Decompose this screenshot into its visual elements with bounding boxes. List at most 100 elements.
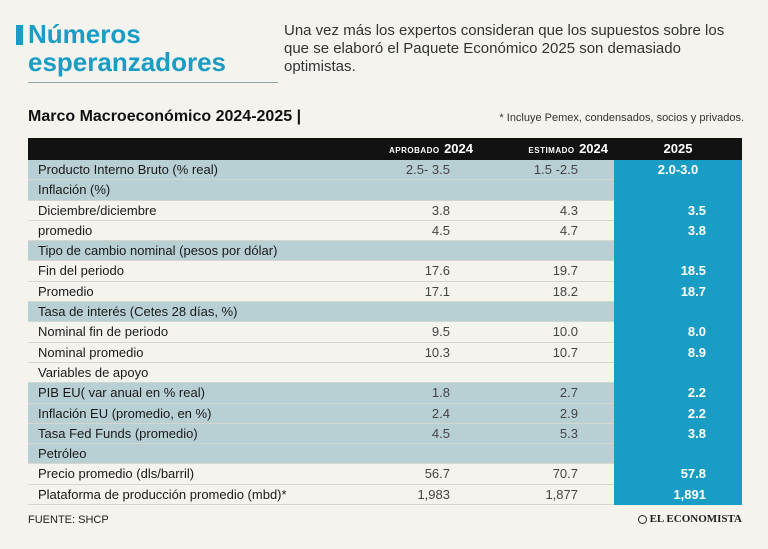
cell-aprobado-2024: 9.5 <box>431 324 450 340</box>
cell-estimado-2024: 5.3 <box>559 425 578 441</box>
table-header: APROBADO 2024 ESTIMADO 2024 2025 <box>28 138 742 160</box>
cell-2025: 18.7 <box>614 281 742 303</box>
cell-aprobado-2024: 17.6 <box>424 263 450 279</box>
cell-aprobado-2024: 2.5- 3.5 <box>405 162 450 177</box>
table-row: Plataforma de producción promedio (mbd)*… <box>28 484 742 506</box>
row-label: Nominal fin de periodo <box>38 324 169 340</box>
cell-2025: 3.5 <box>614 200 742 221</box>
row-label: Fin del periodo <box>38 263 124 279</box>
cell-aprobado-2024: 4.5 <box>431 425 450 441</box>
header-estimado-year: 2024 <box>579 141 608 156</box>
table-row: Promedio 17.1 18.2 18.7 <box>28 281 742 303</box>
cell-aprobado-2024: 1,983 <box>417 486 450 502</box>
table-row: Tasa de interés (Cetes 28 días, %) <box>28 302 742 323</box>
table-row: Tipo de cambio nominal (pesos por dólar) <box>28 241 742 262</box>
section-note: * Incluye Pemex, condensados, socios y p… <box>499 112 744 124</box>
cell-2025: 2.2 <box>614 403 742 424</box>
header-estimado-label: ESTIMADO <box>528 146 575 155</box>
row-label: Nominal promedio <box>38 344 144 360</box>
cell-2025 <box>614 241 742 262</box>
cell-2025: 8.0 <box>614 322 742 343</box>
cell-2025: 57.8 <box>614 464 742 485</box>
table-row: Fin del periodo 17.6 19.7 18.5 <box>28 261 742 282</box>
table-row: Inflación (%) <box>28 180 742 201</box>
row-label: Inflación (%) <box>38 182 111 198</box>
cell-aprobado-2024 <box>358 363 450 383</box>
row-label: Diciembre/diciembre <box>38 202 157 218</box>
cell-estimado-2024: 1,877 <box>545 486 578 502</box>
cell-2025 <box>614 362 742 384</box>
row-label: Petróleo <box>38 446 87 462</box>
cell-aprobado-2024 <box>358 302 450 322</box>
header-estimado: ESTIMADO 2024 <box>503 138 608 160</box>
table-row: Nominal fin de periodo 9.5 10.0 8.0 <box>28 322 742 343</box>
row-label: Promedio <box>38 283 94 299</box>
subtitle: Una vez más los expertos consideran que … <box>284 22 725 75</box>
cell-aprobado-2024: 4.5 <box>431 222 450 238</box>
table-row: promedio 4.5 4.7 3.8 <box>28 220 742 242</box>
cell-estimado-2024 <box>488 444 578 464</box>
table-body: Producto Interno Bruto (% real) 2.5- 3.5 1… <box>28 160 742 506</box>
page-title: Números esperanzadores <box>28 20 278 76</box>
row-label: PIB EU( var anual en % real) <box>38 385 205 401</box>
header-2025: 2025 <box>663 141 693 156</box>
row-label: Precio promedio (dls/barril) <box>38 466 195 482</box>
header-aprobado: APROBADO 2024 <box>373 138 473 160</box>
cell-estimado-2024: 2.7 <box>559 385 578 401</box>
cell-aprobado-2024: 3.8 <box>431 202 450 218</box>
cell-estimado-2024: 4.7 <box>559 222 578 238</box>
cell-2025: 18.5 <box>614 261 742 282</box>
section-title: Marco Macroeconómico 2024-2025 | <box>28 108 302 125</box>
section-header: Marco Macroeconómico 2024-2025 | * Inclu… <box>28 106 744 130</box>
cell-aprobado-2024: 2.4 <box>431 405 450 421</box>
table-row: Precio promedio (dls/barril) 56.7 70.7 57.8 <box>28 464 742 485</box>
header: Números esperanzadores Una vez más los e… <box>16 20 756 90</box>
row-label: promedio <box>38 222 93 238</box>
cell-aprobado-2024 <box>358 241 450 261</box>
cell-aprobado-2024: 10.3 <box>424 344 450 360</box>
macro-table: APROBADO 2024 ESTIMADO 2024 2025 Product… <box>28 138 742 506</box>
cell-2025 <box>614 302 742 323</box>
cell-aprobado-2024: 17.1 <box>424 283 450 299</box>
title-divider <box>28 82 278 83</box>
cell-estimado-2024 <box>488 241 578 261</box>
cell-estimado-2024 <box>488 363 578 383</box>
row-label: Plataforma de producción promedio (mbd)* <box>38 486 287 502</box>
cell-aprobado-2024 <box>358 180 450 200</box>
cell-estimado-2024: 70.7 <box>552 466 578 482</box>
row-label: Producto Interno Bruto (% real) <box>38 162 218 177</box>
brand-name: EL ECONOMISTA <box>649 513 742 525</box>
cell-aprobado-2024: 1.8 <box>431 385 450 401</box>
cell-2025: 3.8 <box>614 220 742 242</box>
table-row: Petróleo <box>28 444 742 465</box>
cell-aprobado-2024 <box>358 444 450 464</box>
cell-estimado-2024 <box>488 302 578 322</box>
cell-2025 <box>614 444 742 465</box>
cell-estimado-2024: 2.9 <box>559 405 578 421</box>
cell-estimado-2024: 4.3 <box>559 202 578 218</box>
cell-2025: 8.9 <box>614 342 742 363</box>
table-row: Tasa Fed Funds (promedio) 4.5 5.3 3.8 <box>28 423 742 445</box>
cell-2025: 2.2 <box>614 383 742 404</box>
cell-aprobado-2024: 56.7 <box>424 466 450 482</box>
row-label: Inflación EU (promedio, en %) <box>38 405 212 421</box>
row-label: Tasa de interés (Cetes 28 días, %) <box>38 304 238 320</box>
cell-estimado-2024: 10.7 <box>552 344 578 360</box>
table-row: Variables de apoyo <box>28 362 742 384</box>
cell-2025: 2.0-3.0 <box>614 160 742 181</box>
header-aprobado-label: APROBADO <box>388 146 440 155</box>
table-row: Producto Interno Bruto (% real) 2.5- 3.5 1… <box>28 160 742 181</box>
header-aprobado-year: 2024 <box>444 141 473 156</box>
table-row: Nominal promedio 10.3 10.7 8.9 <box>28 342 742 363</box>
cell-estimado-2024: 10.0 <box>552 324 578 340</box>
source-note: FUENTE: SHCP <box>28 514 109 526</box>
cell-estimado-2024: 1.5 -2.5 <box>533 162 578 177</box>
title-accent-bar <box>16 25 23 45</box>
table-row: Inflación EU (promedio, en %) 2.4 2.9 2.2 <box>28 403 742 424</box>
row-label: Variables de apoyo <box>38 364 149 380</box>
row-label: Tipo de cambio nominal (pesos por dólar) <box>38 243 278 259</box>
cell-estimado-2024: 18.2 <box>552 283 578 299</box>
cell-2025: 3.8 <box>614 423 742 445</box>
brand-circle-icon <box>637 514 647 524</box>
cell-2025: 1,891 <box>614 484 742 506</box>
